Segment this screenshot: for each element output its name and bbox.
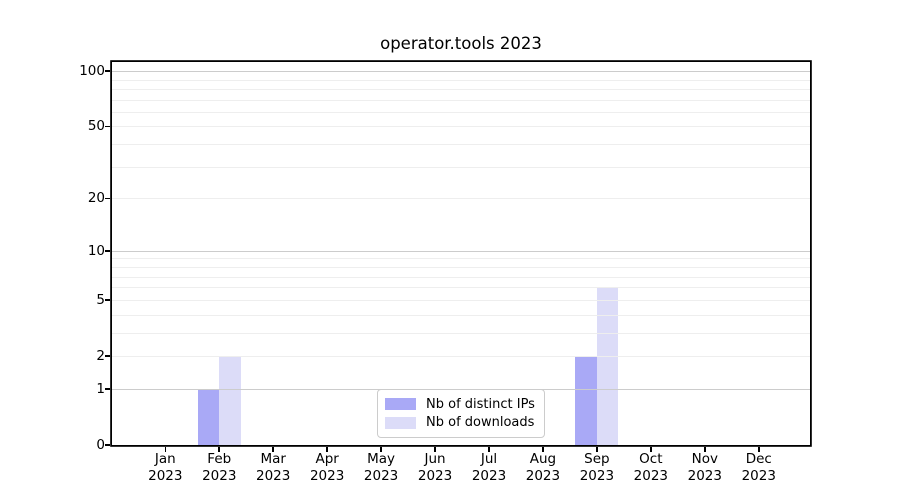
bar <box>219 355 241 445</box>
major-gridline <box>112 250 810 252</box>
x-tick-label-year: 2023 <box>471 468 507 484</box>
x-axis-tick <box>380 447 382 452</box>
x-tick-label-year: 2023 <box>579 468 615 484</box>
minor-gridline <box>112 166 810 168</box>
x-tick-label-year: 2023 <box>741 468 776 484</box>
y-axis-tick <box>105 125 110 128</box>
legend-item: Nb of distinct IPs <box>385 396 536 412</box>
legend-label: Nb of distinct IPs <box>426 396 535 412</box>
y-axis-tick <box>105 249 110 252</box>
x-tick-label-month: Mar <box>260 451 286 467</box>
x-tick-label: Feb 2023 <box>189 451 249 485</box>
minor-gridline <box>112 126 810 128</box>
legend-item: Nb of downloads <box>385 415 536 431</box>
x-axis-tick <box>434 447 436 452</box>
minor-gridline <box>112 276 810 278</box>
legend-swatch <box>385 398 416 411</box>
bar <box>596 287 619 445</box>
y-tick-label: 10 <box>87 242 105 259</box>
minor-gridline <box>112 144 810 146</box>
x-tick-label-year: 2023 <box>309 468 345 484</box>
x-tick-label-month: Jan <box>154 451 176 467</box>
minor-gridline <box>112 198 810 200</box>
legend-label: Nb of downloads <box>426 415 535 431</box>
x-tick-label: Sep 2023 <box>567 451 627 485</box>
x-tick-label-year: 2023 <box>687 468 722 484</box>
x-tick-label-month: Dec <box>745 451 772 467</box>
x-tick-label-month: Oct <box>639 451 663 467</box>
y-tick-label: 20 <box>87 190 105 207</box>
minor-gridline <box>112 299 810 301</box>
y-axis-tick <box>105 299 110 301</box>
x-axis-tick <box>757 447 760 452</box>
bar <box>575 355 597 445</box>
x-axis-tick <box>542 447 544 452</box>
y-axis-tick <box>105 197 110 200</box>
minor-gridline <box>112 88 810 90</box>
minor-gridline <box>112 355 810 357</box>
x-tick-label-month: Sep <box>584 451 610 467</box>
major-gridline <box>112 71 810 73</box>
y-tick-label: 100 <box>79 63 105 80</box>
x-tick-label-year: 2023 <box>363 468 399 484</box>
x-tick-label-year: 2023 <box>633 468 669 484</box>
x-tick-label-month: Jul <box>480 451 498 467</box>
x-tick-label-month: Feb <box>207 451 232 467</box>
x-tick-label-month: Jun <box>424 451 446 467</box>
x-tick-label-month: Apr <box>315 451 339 467</box>
y-tick-label: 0 <box>96 437 105 453</box>
x-tick-label-year: 2023 <box>417 468 453 484</box>
x-tick-label-month: Aug <box>529 451 557 467</box>
minor-gridline <box>112 111 810 113</box>
x-tick-label: Mar 2023 <box>243 451 303 485</box>
legend: Nb of distinct IPs Nb of downloads <box>377 389 545 438</box>
x-tick-label: Aug 2023 <box>513 451 573 485</box>
x-axis-tick <box>488 447 490 452</box>
y-tick-label: 50 <box>87 118 105 135</box>
x-tick-label-year: 2023 <box>525 468 561 484</box>
bar <box>197 388 220 445</box>
minor-gridline <box>112 287 810 289</box>
y-tick-label: 5 <box>96 291 105 308</box>
minor-gridline <box>112 314 810 316</box>
x-tick-label-year: 2023 <box>148 468 183 484</box>
minor-gridline <box>112 258 810 260</box>
x-axis-tick <box>596 447 598 452</box>
x-tick-label-year: 2023 <box>202 468 237 484</box>
y-tick-label: 2 <box>96 347 105 364</box>
x-tick-label: Apr 2023 <box>297 451 357 485</box>
minor-gridline <box>112 79 810 81</box>
y-axis-tick <box>105 444 110 446</box>
chart-title: operator.tools 2023 <box>380 34 542 53</box>
x-axis-tick <box>218 447 221 452</box>
x-tick-label-year: 2023 <box>256 468 291 484</box>
y-axis-tick <box>105 70 110 72</box>
legend-swatch <box>385 416 416 429</box>
y-tick-label: 1 <box>96 380 105 397</box>
minor-gridline <box>112 99 810 101</box>
x-tick-label: Jan 2023 <box>135 451 195 485</box>
x-tick-label: Dec 2023 <box>729 451 789 485</box>
x-axis-tick <box>650 447 652 452</box>
x-tick-label: Nov 2023 <box>675 451 735 485</box>
x-tick-label-month: Nov <box>691 451 718 467</box>
x-tick-label: May 2023 <box>351 451 411 485</box>
x-tick-label-month: May <box>367 451 396 467</box>
x-tick-label: Jul 2023 <box>459 451 519 485</box>
x-tick-label: Oct 2023 <box>621 451 681 485</box>
x-axis-tick <box>704 447 706 452</box>
minor-gridline <box>112 266 810 268</box>
x-axis-tick <box>164 447 167 452</box>
x-axis-tick <box>326 447 328 452</box>
y-axis-tick <box>105 355 110 357</box>
minor-gridline <box>112 332 810 334</box>
plot-area <box>112 62 810 445</box>
x-tick-label: Jun 2023 <box>405 451 465 485</box>
x-axis-tick <box>272 447 274 452</box>
y-axis-tick <box>105 388 110 390</box>
